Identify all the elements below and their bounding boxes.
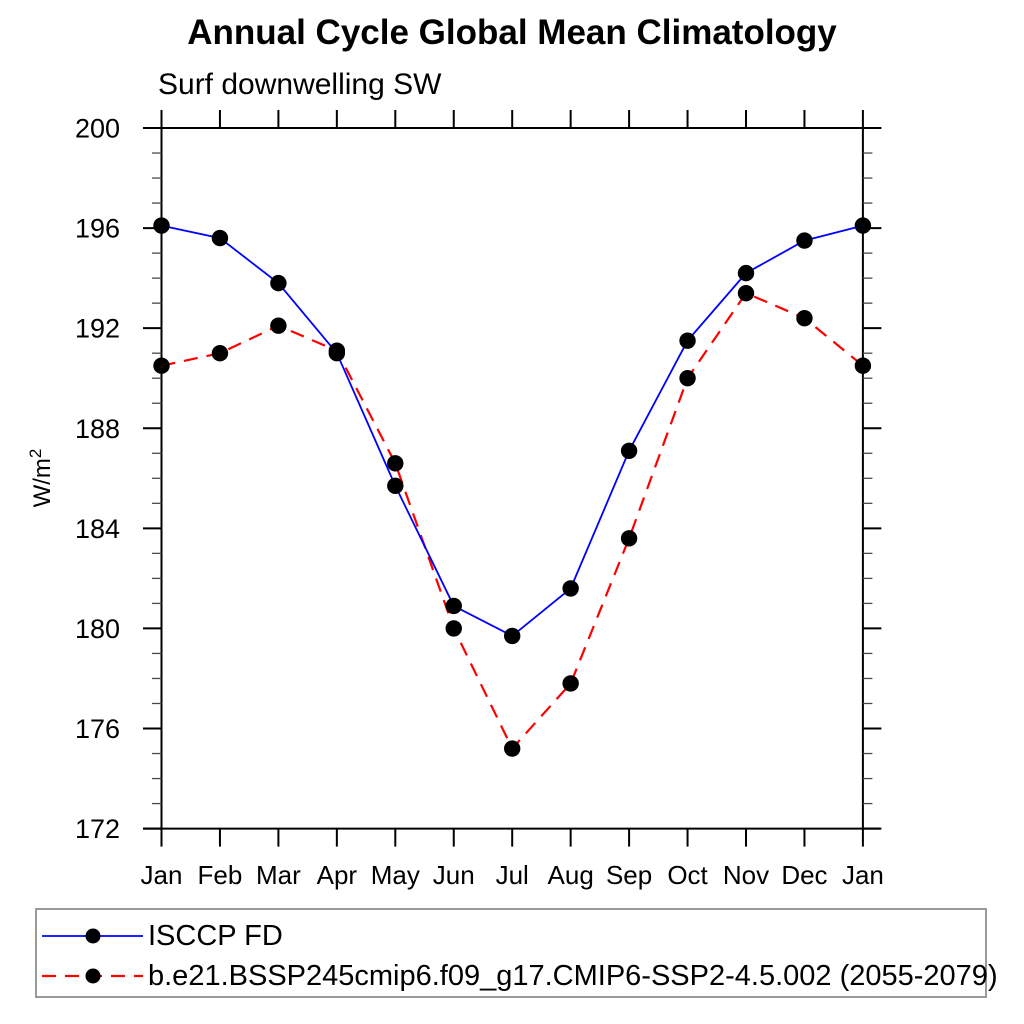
series-line-isccp-fd xyxy=(161,224,864,638)
x-tick-label: Mar xyxy=(256,860,301,890)
data-point-marker-model-run xyxy=(445,620,462,637)
x-tick-label: Jun xyxy=(433,860,475,890)
data-point-marker-model-run xyxy=(504,740,521,757)
x-tick-label: Oct xyxy=(667,860,708,890)
y-tick-label: 184 xyxy=(75,514,120,544)
legend-item-model-run: b.e21.BSSP245cmip6.f09_g17.CMIP6-SSP2-4.… xyxy=(41,959,998,993)
legend-swatch-dashed-line-icon xyxy=(42,968,143,984)
y-tick-label: 172 xyxy=(75,814,120,844)
legend-item-isccp-fd: ISCCP FD xyxy=(41,919,283,953)
data-point-marker-model-run xyxy=(620,530,638,547)
data-point-marker-isccp-fd xyxy=(211,229,229,247)
data-point-marker-isccp-fd xyxy=(504,627,521,645)
y-tick-label: 188 xyxy=(75,414,120,444)
data-point-marker-model-run xyxy=(854,357,872,374)
x-tick-label: Jan xyxy=(842,860,884,890)
legend: ISCCP FD b.e21.BSSP245cmip6.f09_g17.CMIP… xyxy=(35,908,998,998)
data-point-marker-model-run xyxy=(328,342,346,359)
x-tick-label: Aug xyxy=(548,860,594,890)
data-point-marker-isccp-fd xyxy=(270,274,287,292)
legend-swatch-solid-line-icon xyxy=(42,928,143,944)
legend-label-model-run: b.e21.BSSP245cmip6.f09_g17.CMIP6-SSP2-4.… xyxy=(148,959,998,992)
y-tick-label: 192 xyxy=(75,314,120,344)
x-tick-label: May xyxy=(371,860,420,890)
data-point-marker-model-run xyxy=(153,357,170,374)
x-tick-label: Jul xyxy=(496,860,529,890)
y-tick-label: 180 xyxy=(75,614,120,644)
chart-subtitle: Surf downwelling SW xyxy=(158,68,442,101)
legend-label-isccp-fd: ISCCP FD xyxy=(148,919,283,952)
data-point-marker-isccp-fd xyxy=(153,217,170,234)
x-tick-label: Dec xyxy=(781,860,827,890)
data-point-marker-model-run xyxy=(211,344,229,362)
data-point-marker-model-run xyxy=(679,370,696,387)
data-point-marker-isccp-fd xyxy=(854,217,872,234)
data-point-marker-isccp-fd xyxy=(796,232,813,249)
series-line-model-run xyxy=(161,291,864,751)
data-point-marker-isccp-fd xyxy=(445,597,462,615)
x-tick-label: Nov xyxy=(723,860,769,890)
data-point-marker-model-run xyxy=(562,675,579,692)
chart-title: Annual Cycle Global Mean Climatology xyxy=(187,13,837,52)
data-point-marker-model-run xyxy=(737,284,755,302)
x-tick-label: Apr xyxy=(317,860,358,890)
y-tick-label: 196 xyxy=(75,214,120,244)
data-point-marker-model-run xyxy=(796,309,813,327)
data-point-marker-isccp-fd xyxy=(562,580,579,597)
data-point-marker-isccp-fd xyxy=(387,477,404,495)
data-point-marker-isccp-fd xyxy=(620,442,638,459)
data-point-marker-isccp-fd xyxy=(737,264,755,282)
y-tick-label: 176 xyxy=(75,714,120,744)
data-point-marker-isccp-fd xyxy=(679,332,696,349)
x-tick-label: Feb xyxy=(198,860,243,890)
data-point-marker-model-run xyxy=(270,317,287,334)
y-axis-title: W/m2 xyxy=(26,449,56,508)
data-point-marker-model-run xyxy=(387,455,404,472)
y-tick-label: 200 xyxy=(75,114,120,144)
x-tick-label: Sep xyxy=(606,860,652,890)
x-tick-label: Jan xyxy=(141,860,183,890)
